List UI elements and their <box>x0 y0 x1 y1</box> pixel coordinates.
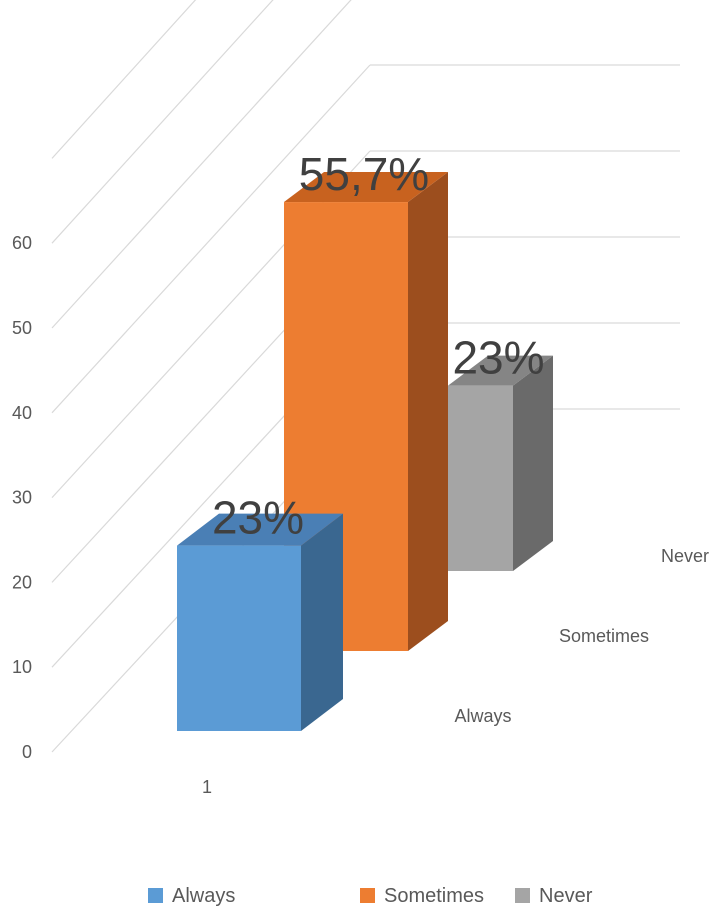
legend-label: Never <box>539 885 593 907</box>
y-axis-ticks: 0 10 20 30 40 50 60 <box>12 233 32 762</box>
depth-axis-labels: Always Sometimes Never <box>454 546 709 726</box>
bar-top-face <box>177 513 343 546</box>
bar-sometimes <box>284 172 448 652</box>
legend-label: Sometimes <box>384 885 484 907</box>
gridline-depth <box>51 0 197 159</box>
legend-swatch <box>360 888 375 903</box>
gridline-depth <box>51 0 352 329</box>
y-tick-label: 50 <box>12 318 32 338</box>
y-tick-label: 0 <box>22 742 32 762</box>
bar-side-face <box>301 513 343 731</box>
legend-item-sometimes: Sometimes <box>360 885 484 907</box>
legend-item-never: Never <box>515 885 593 907</box>
bar-side-face <box>513 355 553 571</box>
bar-top-face <box>448 355 553 386</box>
depth-axis-label: Always <box>454 706 511 726</box>
bars-layer <box>177 172 553 731</box>
data-label-never: 23% <box>452 332 544 384</box>
data-labels: 23% 55,7% 23% <box>212 148 545 544</box>
y-tick-label: 30 <box>12 488 32 508</box>
y-tick-label: 40 <box>12 403 32 423</box>
bar-never <box>448 355 553 571</box>
y-tick-label: 20 <box>12 572 32 592</box>
data-label-sometimes: 55,7% <box>299 148 429 200</box>
legend-swatch <box>148 888 163 903</box>
y-tick-label: 60 <box>12 233 32 253</box>
legend: Always Sometimes Never <box>148 885 593 907</box>
x-axis-categories: 1 <box>202 777 212 797</box>
y-tick-label: 10 <box>12 657 32 677</box>
bar-front-face <box>177 545 301 731</box>
gridline-depth <box>51 0 274 244</box>
bar-front-face <box>448 385 513 571</box>
bar-side-face <box>408 172 448 652</box>
legend-swatch <box>515 888 530 903</box>
depth-axis-label: Never <box>661 546 709 566</box>
gridline-depth <box>51 64 371 414</box>
legend-label: Always <box>172 885 235 907</box>
legend-item-always: Always <box>148 885 235 907</box>
depth-axis-label: Sometimes <box>559 626 649 646</box>
bar-top-face <box>284 172 448 203</box>
bar-always <box>177 513 343 731</box>
x-category-label: 1 <box>202 777 212 797</box>
data-label-always: 23% <box>212 492 304 544</box>
